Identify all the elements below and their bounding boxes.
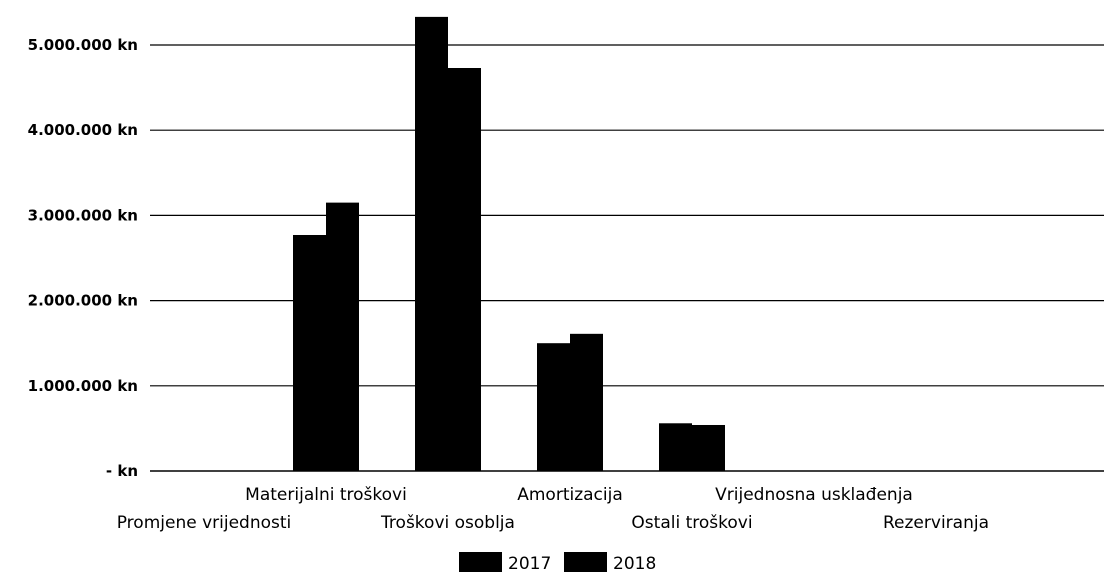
bar-2017-1 <box>293 234 326 471</box>
category-label-4: Ostali troškovi <box>631 513 752 533</box>
legend-label-2018: 2018 <box>613 554 656 574</box>
y-tick-label-2: 2.000.000 kn <box>28 292 138 310</box>
y-tick-label-5: 5.000.000 kn <box>28 36 138 54</box>
bar-2017-3 <box>537 343 570 471</box>
category-label-1: Materijalni troškovi <box>245 485 407 505</box>
legend-label-2017: 2017 <box>508 554 551 574</box>
legend: 2017 2018 <box>459 552 656 574</box>
y-tick-label-3: 3.000.000 kn <box>28 206 138 224</box>
bar-2017-2 <box>415 16 448 471</box>
bar-2018-2 <box>448 68 481 471</box>
y-axis-tick-labels: - kn 1.000.000 kn 2.000.000 kn 3.000.000 kn… <box>28 36 138 480</box>
bar-2018-1 <box>326 202 359 471</box>
y-tick-label-0: - kn <box>106 462 138 480</box>
category-label-3: Amortizacija <box>517 485 623 505</box>
y-tick-label-4: 4.000.000 kn <box>28 121 138 139</box>
legend-swatch-2018 <box>564 552 607 572</box>
legend-swatch-2017 <box>459 552 502 572</box>
bars <box>293 16 725 471</box>
y-tick-label-1: 1.000.000 kn <box>28 377 138 395</box>
category-labels: Promjene vrijednosti Materijalni troškovi… <box>117 485 989 533</box>
category-label-6: Rezerviranja <box>883 513 989 533</box>
bar-2017-4 <box>659 423 692 471</box>
bar-2018-3 <box>570 333 603 471</box>
category-label-0: Promjene vrijednosti <box>117 513 292 533</box>
category-label-2: Troškovi osoblja <box>380 513 515 533</box>
category-label-5: Vrijednosna usklađenja <box>715 485 913 505</box>
bar-2018-4 <box>692 424 725 471</box>
